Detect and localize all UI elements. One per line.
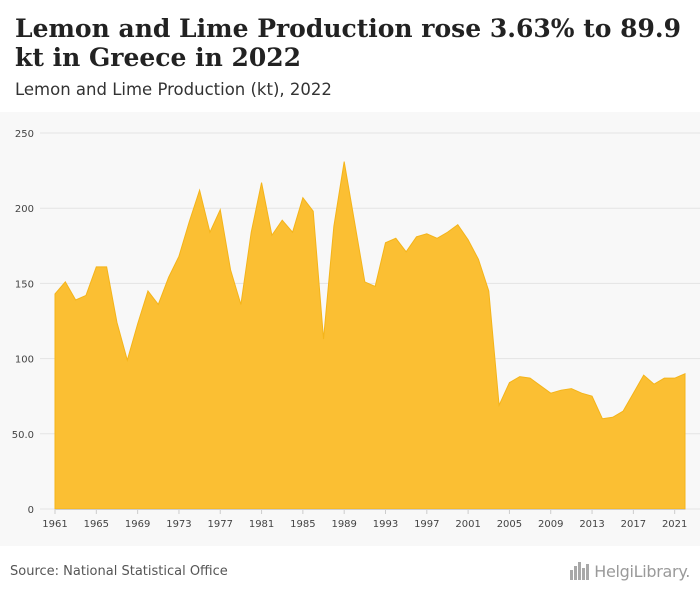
- data-point-1972[interactable]: [167, 275, 171, 279]
- data-point-1964[interactable]: [84, 293, 88, 297]
- data-point-1991[interactable]: [363, 280, 367, 284]
- data-point-1973[interactable]: [177, 254, 181, 258]
- library-icon: [570, 562, 590, 580]
- data-point-1998[interactable]: [435, 236, 439, 240]
- x-tick-label: 1989: [331, 519, 356, 530]
- area-series: [53, 160, 687, 510]
- data-point-1989[interactable]: [342, 160, 346, 164]
- data-point-1987[interactable]: [322, 337, 326, 341]
- data-point-1994[interactable]: [394, 236, 398, 240]
- data-point-1969[interactable]: [136, 322, 140, 326]
- x-tick-label: 2005: [497, 519, 522, 530]
- data-point-2018[interactable]: [642, 373, 646, 377]
- data-point-2009[interactable]: [549, 391, 553, 395]
- y-tick-label: 250: [15, 129, 34, 140]
- x-tick-label: 2017: [621, 519, 646, 530]
- data-point-1990[interactable]: [353, 220, 357, 224]
- data-point-2012[interactable]: [580, 391, 584, 395]
- data-point-1992[interactable]: [373, 284, 377, 288]
- x-tick-label: 1993: [373, 519, 398, 530]
- data-point-2022[interactable]: [683, 372, 687, 376]
- x-tick-label: 1965: [84, 519, 109, 530]
- data-point-1962[interactable]: [63, 280, 67, 284]
- chart-title: Lemon and Lime Production rose 3.63% to …: [15, 14, 682, 72]
- data-point-1963[interactable]: [74, 298, 78, 302]
- data-point-1979[interactable]: [239, 302, 243, 306]
- y-tick-label: 50.0: [12, 430, 34, 441]
- data-point-2001[interactable]: [466, 238, 470, 242]
- data-point-1975[interactable]: [198, 188, 202, 192]
- data-point-2020[interactable]: [662, 376, 666, 380]
- production-area: [54, 161, 686, 510]
- source-note: Source: National Statistical Office: [10, 564, 228, 579]
- x-tick-label: 1981: [249, 519, 274, 530]
- x-tick-label: 2001: [455, 519, 480, 530]
- data-point-2010[interactable]: [559, 388, 563, 392]
- chart-subtitle: Lemon and Lime Production (kt), 2022: [15, 80, 332, 99]
- data-point-1984[interactable]: [291, 230, 295, 234]
- data-point-1967[interactable]: [115, 321, 119, 325]
- data-point-1988[interactable]: [332, 224, 336, 228]
- data-point-2006[interactable]: [518, 375, 522, 379]
- x-tick-label: 1997: [414, 519, 439, 530]
- data-point-1961[interactable]: [53, 292, 57, 296]
- x-tick-label: 2009: [538, 519, 563, 530]
- helgilibrary-logo[interactable]: HelgiLibrary.: [570, 560, 690, 582]
- data-point-2014[interactable]: [600, 417, 604, 421]
- data-point-2005[interactable]: [507, 381, 511, 385]
- y-tick-label: 100: [15, 355, 34, 366]
- data-point-2003[interactable]: [487, 289, 491, 293]
- x-tick-label: 1985: [290, 519, 315, 530]
- data-point-1977[interactable]: [218, 208, 222, 212]
- x-tick-label: 1969: [125, 519, 150, 530]
- data-point-2016[interactable]: [621, 409, 625, 413]
- data-point-1981[interactable]: [260, 181, 264, 185]
- data-point-2002[interactable]: [476, 257, 480, 261]
- data-point-2007[interactable]: [528, 376, 532, 380]
- data-point-2008[interactable]: [538, 384, 542, 388]
- y-tick-label: 200: [15, 204, 34, 215]
- data-point-1978[interactable]: [229, 268, 233, 272]
- data-point-2004[interactable]: [497, 403, 501, 407]
- x-tick-label: 1961: [42, 519, 67, 530]
- data-point-2000[interactable]: [456, 223, 460, 227]
- data-point-1982[interactable]: [270, 233, 274, 237]
- data-point-2013[interactable]: [590, 394, 594, 398]
- data-point-1976[interactable]: [208, 230, 212, 234]
- data-point-1971[interactable]: [156, 302, 160, 306]
- data-point-1985[interactable]: [301, 196, 305, 200]
- logo-text: HelgiLibrary.: [594, 561, 690, 581]
- y-axis-ticks: 0 50.0 100 150 200 250: [12, 129, 34, 516]
- data-point-1974[interactable]: [187, 220, 191, 224]
- data-point-2015[interactable]: [611, 415, 615, 419]
- data-point-1986[interactable]: [311, 209, 315, 213]
- data-point-1999[interactable]: [445, 230, 449, 234]
- data-point-1970[interactable]: [146, 289, 150, 293]
- x-tick-label: 1977: [208, 519, 233, 530]
- data-point-1997[interactable]: [425, 232, 429, 236]
- data-point-1968[interactable]: [125, 358, 129, 362]
- data-point-2011[interactable]: [569, 387, 573, 391]
- data-point-1980[interactable]: [249, 230, 253, 234]
- x-tick-label: 1973: [166, 519, 191, 530]
- data-point-2019[interactable]: [652, 382, 656, 386]
- x-tick-label: 2021: [662, 519, 687, 530]
- y-tick-label: 0: [28, 505, 34, 516]
- data-point-1996[interactable]: [414, 235, 418, 239]
- y-tick-label: 150: [15, 279, 34, 290]
- data-point-1993[interactable]: [383, 241, 387, 245]
- data-point-2017[interactable]: [631, 391, 635, 395]
- data-point-2021[interactable]: [673, 376, 677, 380]
- x-tick-label: 2013: [579, 519, 604, 530]
- data-point-1965[interactable]: [94, 265, 98, 269]
- data-point-1966[interactable]: [105, 265, 109, 269]
- data-point-1995[interactable]: [404, 250, 408, 254]
- x-axis-ticks: 1961 1965 1969 1973 1977 1981 1985 1989 1993 1997…: [42, 509, 687, 530]
- data-point-1983[interactable]: [280, 218, 284, 222]
- header: Lemon and Lime Production rose 3.63% to …: [0, 0, 700, 112]
